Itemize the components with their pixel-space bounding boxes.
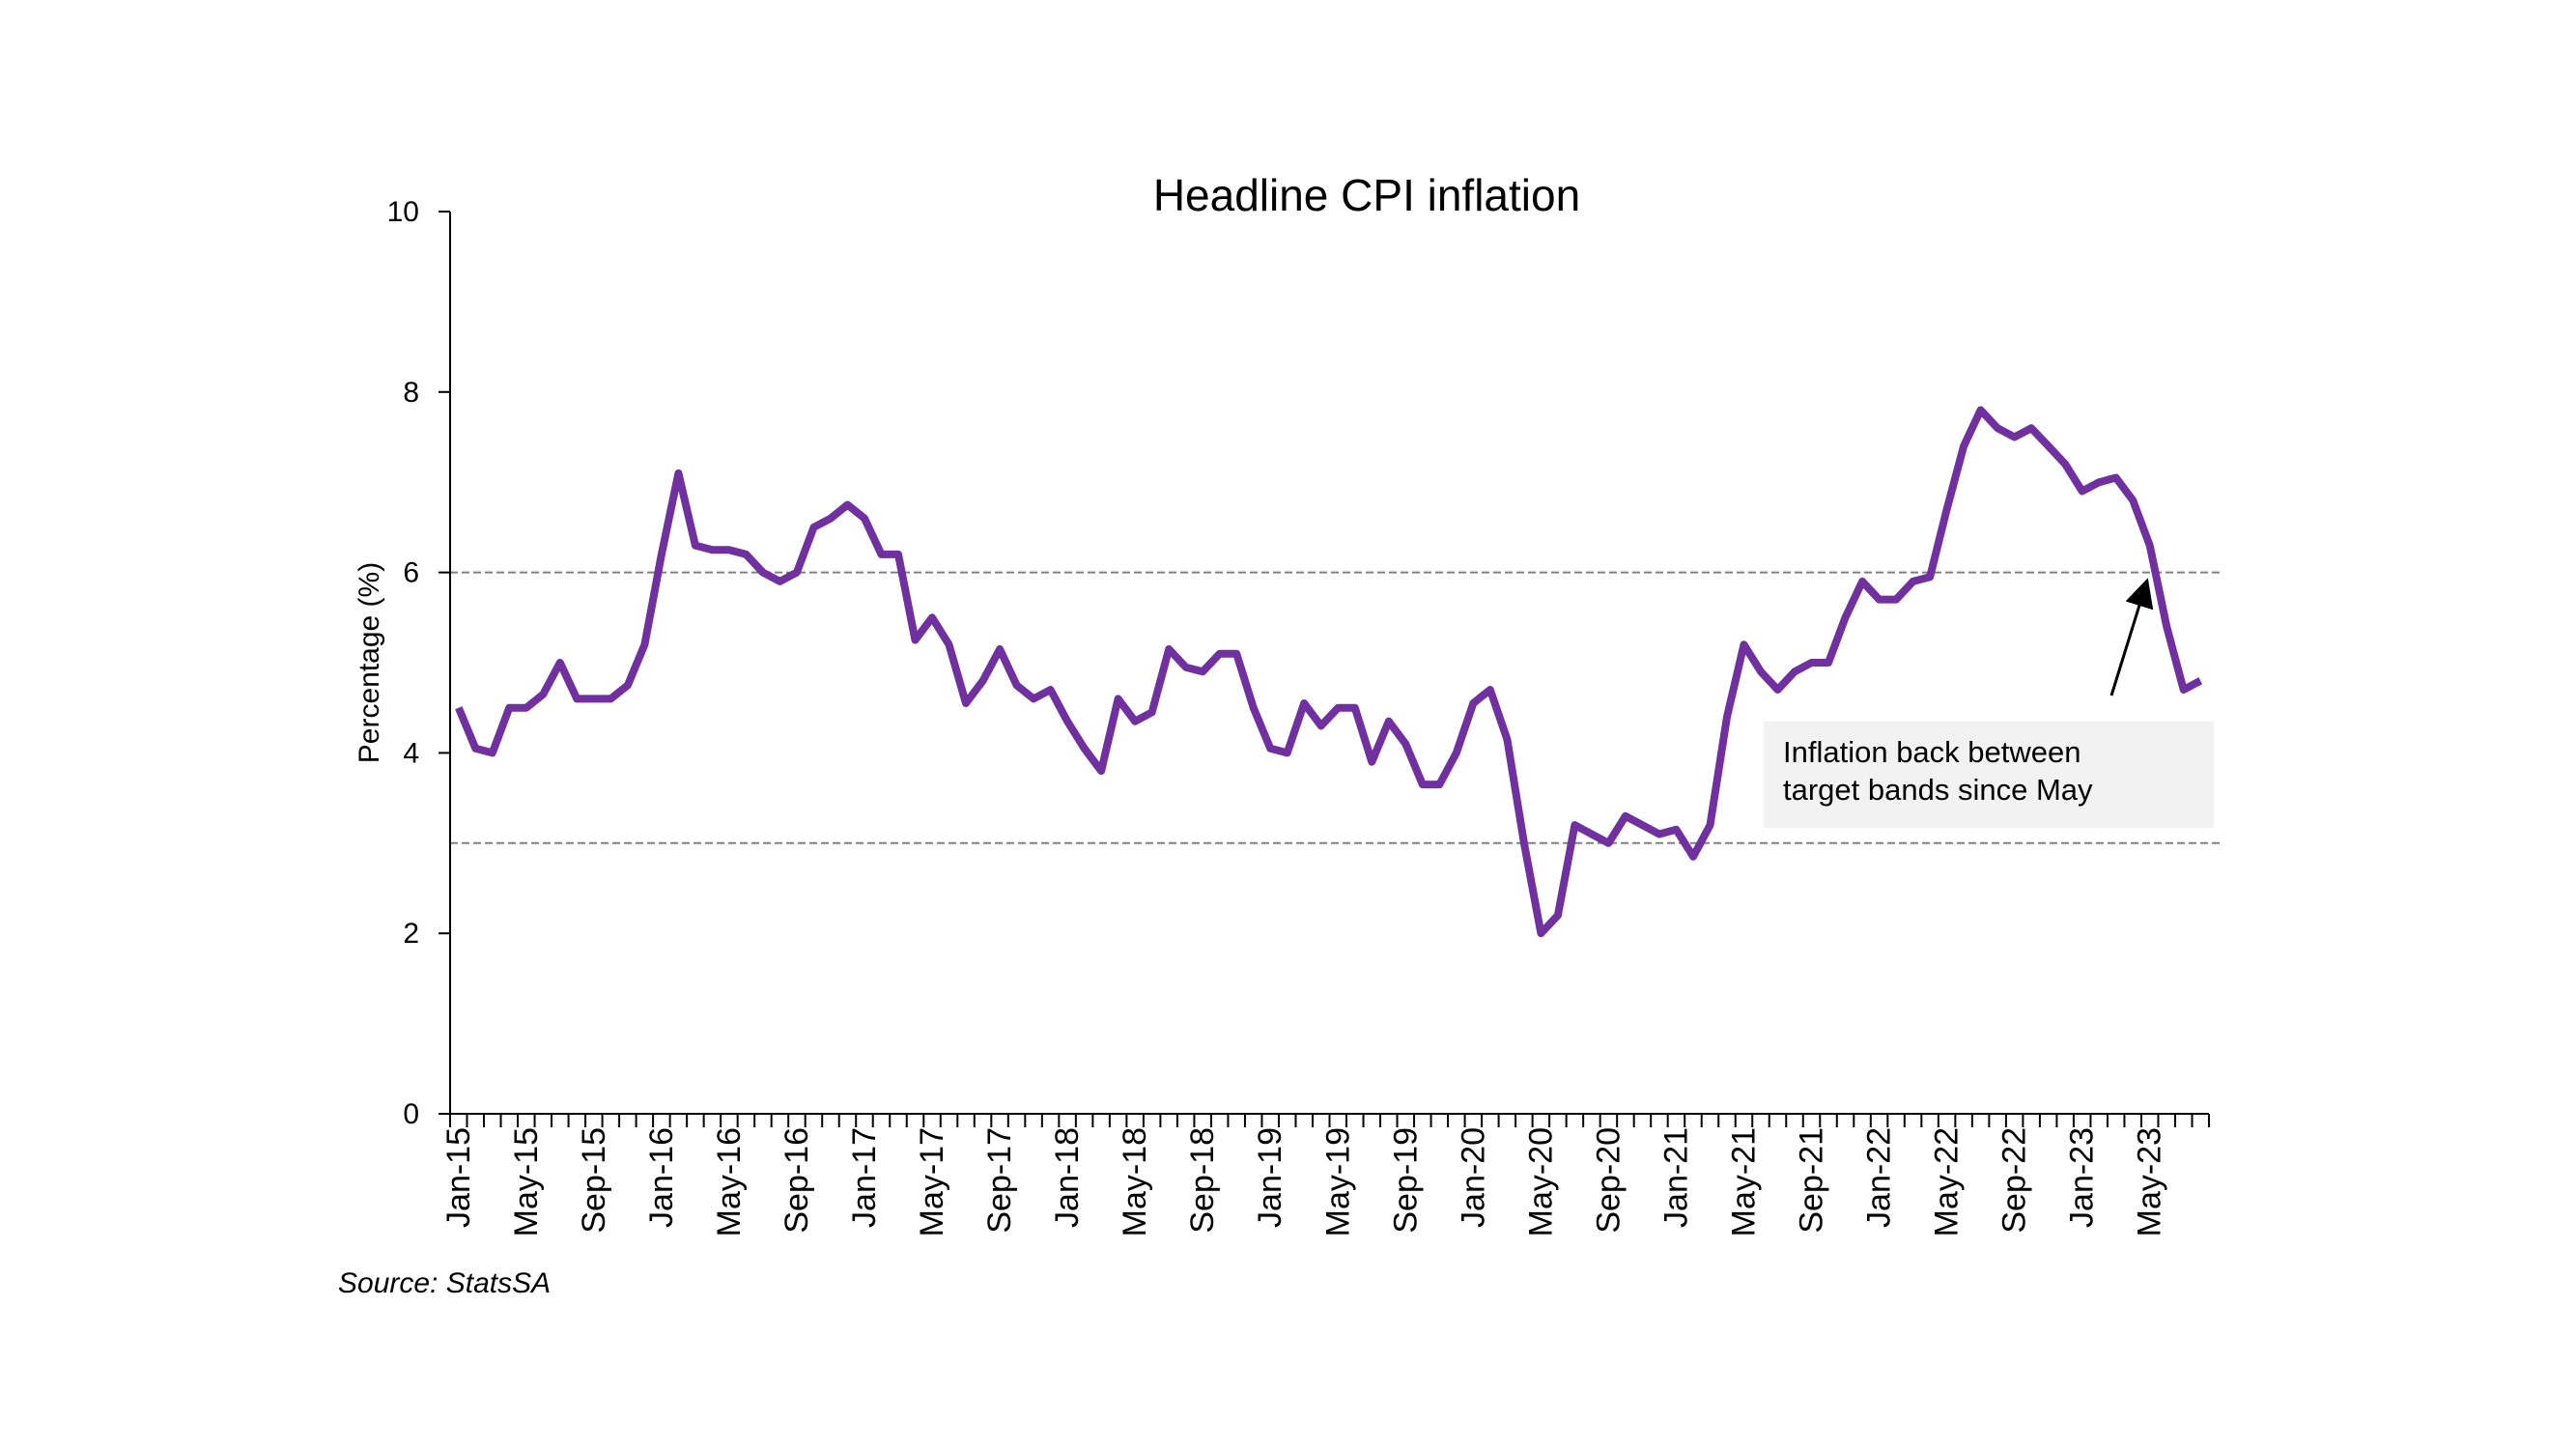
x-tick-label: May-16 [711, 1127, 748, 1236]
x-tick-label: May-22 [1929, 1127, 1966, 1236]
x-tick-label: Sep-20 [1590, 1127, 1627, 1234]
x-tick-label: Jan-16 [643, 1127, 680, 1228]
y-tick-label: 8 [403, 377, 419, 409]
annotation-text-line2: target bands since May [1783, 773, 2093, 807]
x-tick-label: Sep-16 [778, 1127, 815, 1234]
annotation-text-line1: Inflation back between [1783, 735, 2081, 769]
axes [449, 212, 2209, 1115]
x-tick-label: Sep-17 [981, 1127, 1018, 1234]
annotation-box [1764, 722, 2214, 828]
x-tick-label: Sep-22 [1996, 1127, 2033, 1234]
x-tick-label: Jan-23 [2064, 1127, 2101, 1228]
x-tick-label: Sep-18 [1184, 1127, 1221, 1234]
cpi-series-line [455, 406, 2203, 938]
x-tick-label: May-20 [1522, 1127, 1559, 1236]
x-tick-label: Sep-15 [576, 1127, 612, 1234]
target-band-lines [450, 571, 2221, 844]
x-tick-label: Sep-21 [1794, 1127, 1830, 1234]
x-tick-label: May-17 [914, 1127, 950, 1236]
x-tick-label: Jan-21 [1657, 1127, 1694, 1228]
y-axis-label: Percentage (%) [354, 562, 385, 763]
x-tick-label: Jan-22 [1861, 1127, 1898, 1228]
x-tick-label: Jan-15 [440, 1127, 477, 1228]
y-tick-label: 0 [403, 1098, 419, 1130]
x-tick-label: Jan-20 [1455, 1127, 1491, 1228]
x-tick-label: May-15 [508, 1127, 545, 1236]
x-tick-label: Jan-17 [846, 1127, 883, 1228]
x-tick-label: May-23 [2132, 1127, 2168, 1236]
y-tick-label: 6 [403, 557, 419, 589]
x-tick-label: May-18 [1117, 1127, 1153, 1236]
x-tick-label: Jan-18 [1049, 1127, 1086, 1228]
x-axis-ticks: Jan-15 May-15 Sep-15 Jan-16 May-16 Sep-16 Jan-… [440, 1114, 2210, 1236]
y-axis-ticks: 0 2 4 6 8 10 [387, 196, 450, 1130]
chart-title: Headline CPI inflation [1153, 170, 1580, 220]
x-tick-label: Jan-19 [1252, 1127, 1288, 1228]
data-points [458, 410, 2201, 934]
y-tick-label: 2 [403, 918, 419, 950]
y-tick-label: 4 [403, 737, 419, 769]
annotation-arrow [2109, 578, 2154, 696]
y-tick-label: 10 [387, 196, 419, 228]
x-tick-label: Sep-19 [1387, 1127, 1424, 1234]
source-note: Source: StatsSA [338, 1267, 551, 1299]
x-tick-label: May-21 [1725, 1127, 1762, 1236]
x-tick-label: May-19 [1319, 1127, 1356, 1236]
